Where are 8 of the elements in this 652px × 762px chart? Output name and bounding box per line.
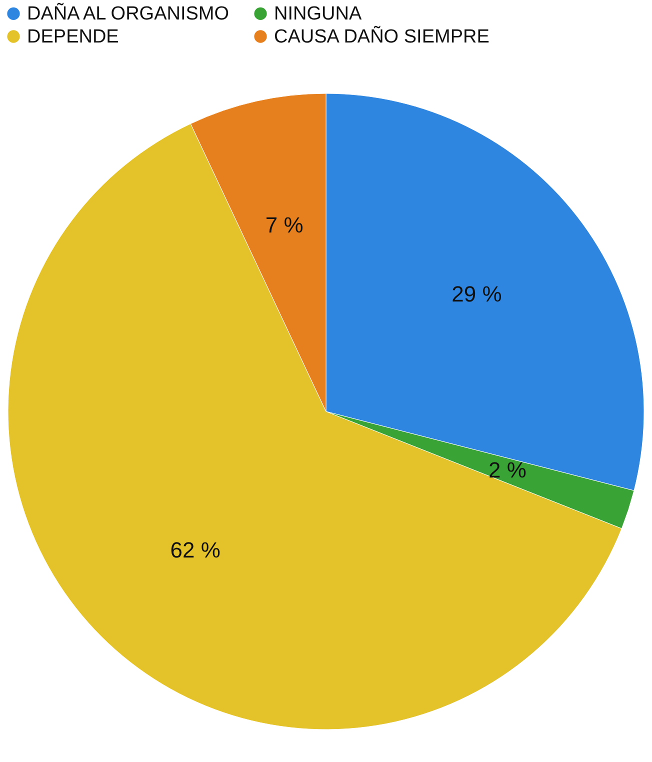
legend-label: DAÑA AL ORGANISMO	[27, 2, 230, 25]
data-label: 29 %	[452, 282, 502, 307]
data-label: 7 %	[265, 212, 304, 238]
legend-label: NINGUNA	[274, 4, 362, 25]
legend-label: DEPENDE	[27, 26, 119, 48]
legend-label: CAUSA DAÑO SIEMPRE	[274, 26, 490, 48]
data-label: 62 %	[170, 538, 220, 563]
data-label: 2 %	[488, 457, 526, 482]
